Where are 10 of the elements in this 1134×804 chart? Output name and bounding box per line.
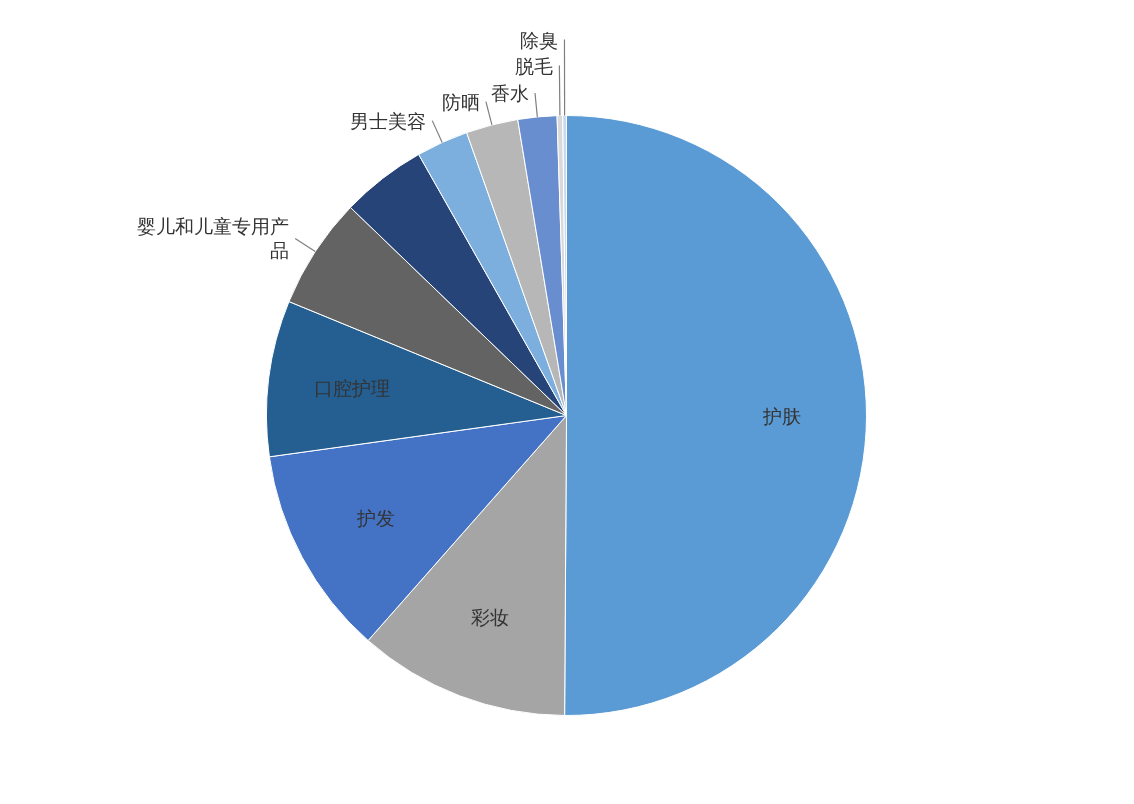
slice-label: 除臭 bbox=[520, 28, 559, 51]
slice-label: 彩妆 bbox=[470, 606, 509, 629]
slice-label: 脱毛 bbox=[515, 54, 554, 77]
slice-label: 口腔护理 bbox=[314, 377, 391, 400]
slice-label: 香水 bbox=[491, 82, 529, 105]
slice-label: 婴儿和儿童专用产品 bbox=[137, 215, 290, 262]
slice-label: 护肤 bbox=[762, 405, 802, 428]
slice-label: 防晒 bbox=[441, 90, 480, 113]
slice-label: 男士美容 bbox=[350, 109, 427, 132]
slice-label: 护发 bbox=[356, 506, 396, 529]
